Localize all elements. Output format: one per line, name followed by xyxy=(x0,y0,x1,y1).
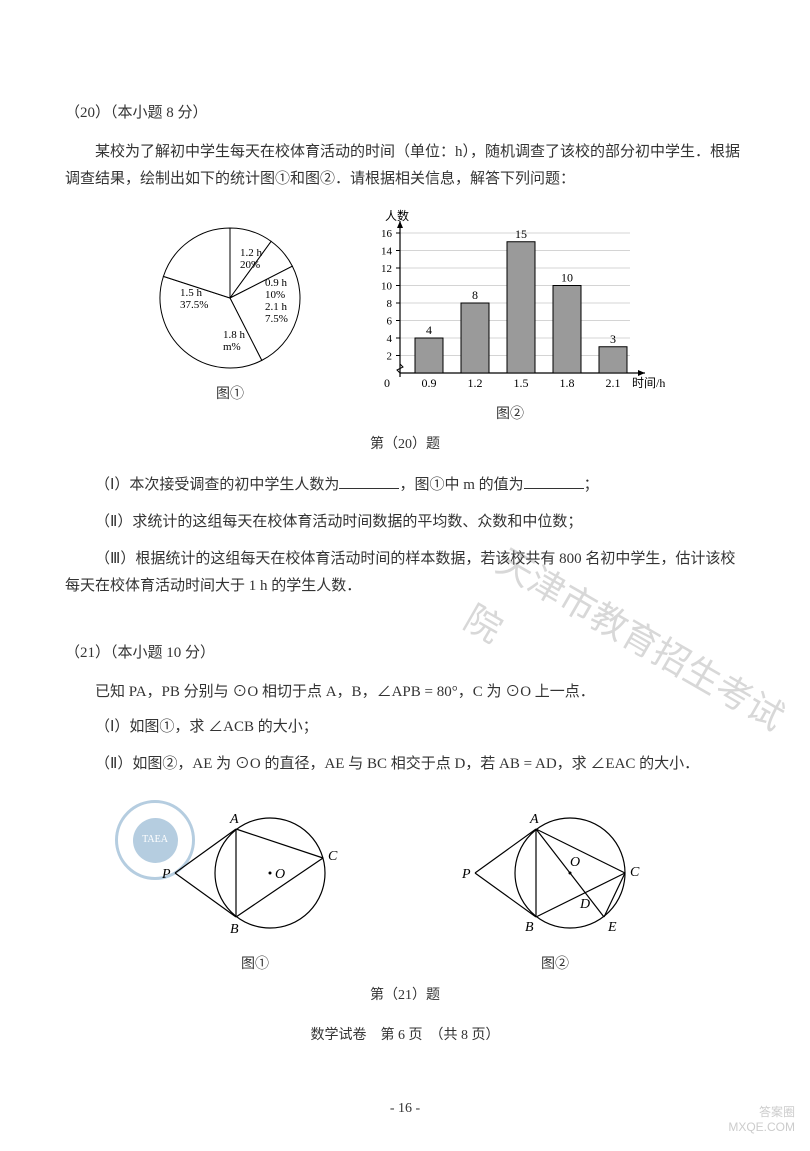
svg-text:m%: m% xyxy=(223,341,241,353)
page-content: （20）（本小题 8 分） 某校为了解初中学生每天在校体育活动的时间（单位：h）… xyxy=(0,0,810,1088)
q20-sub1b: ，图①中 m 的值为 xyxy=(399,477,523,493)
svg-text:D: D xyxy=(579,897,590,912)
svg-text:8: 8 xyxy=(472,288,478,302)
bar-chart-box: 人数 2 4 6 8 10 12 14 16 4 0.9 8 1.2 15 1.5 10 1.8 3 2.1 时间/h… xyxy=(355,208,665,427)
svg-text:4: 4 xyxy=(387,333,393,345)
svg-text:B: B xyxy=(230,922,239,937)
svg-text:12: 12 xyxy=(381,263,392,275)
q21-sub2: （Ⅱ）如图②，AE 为 ⊙O 的直径，AE 与 BC 相交于点 D，若 AB =… xyxy=(65,751,745,778)
charts-row: 1.2 h20% 0.9 h10%2.1 h7.5% 1.8 hm% 1.5 h37.… xyxy=(65,208,745,427)
svg-text:7.5%: 7.5% xyxy=(265,313,288,325)
svg-text:20%: 20% xyxy=(240,259,260,271)
svg-text:O: O xyxy=(275,867,285,882)
svg-text:4: 4 xyxy=(426,323,432,337)
svg-text:37.5%: 37.5% xyxy=(180,299,208,311)
svg-text:1.2 h: 1.2 h xyxy=(240,247,263,259)
figure2-box: A B C P O D E 图② xyxy=(450,798,660,977)
svg-text:0: 0 xyxy=(384,376,390,390)
q20-sub1: （Ⅰ）本次接受调查的初中学生人数为 ，图①中 m 的值为 ； xyxy=(65,472,745,499)
svg-text:14: 14 xyxy=(381,246,393,258)
svg-text:P: P xyxy=(161,867,171,882)
svg-text:1.8: 1.8 xyxy=(560,376,575,390)
q21-sub1: （Ⅰ）如图①，求 ∠ACB 的大小； xyxy=(65,714,745,741)
geometry-figure-1: A B C P O xyxy=(150,798,360,948)
svg-text:时间/h: 时间/h xyxy=(632,376,665,390)
page-footer: 数学试卷 第 6 页 （共 8 页） xyxy=(65,1023,745,1048)
svg-text:A: A xyxy=(529,812,539,827)
q20-sub1c: ； xyxy=(584,477,599,493)
blank-2 xyxy=(524,474,584,489)
svg-text:10: 10 xyxy=(381,281,393,293)
svg-text:O: O xyxy=(570,855,580,870)
svg-text:A: A xyxy=(229,812,239,827)
q20-sub2: （Ⅱ）求统计的这组每天在校体育活动时间数据的平均数、众数和中位数； xyxy=(65,509,745,536)
pie-chart-box: 1.2 h20% 0.9 h10%2.1 h7.5% 1.8 hm% 1.5 h37.… xyxy=(145,208,315,427)
q20-caption: 第（20）题 xyxy=(65,432,745,457)
svg-text:2.1: 2.1 xyxy=(606,376,621,390)
svg-text:0.9: 0.9 xyxy=(422,376,437,390)
pie-label: 图① xyxy=(216,382,244,407)
svg-text:1.8 h: 1.8 h xyxy=(223,329,246,341)
blank-1 xyxy=(339,474,399,489)
q20-sub3: （Ⅲ）根据统计的这组每天在校体育活动时间的样本数据，若该校共有 800 名初中学… xyxy=(65,546,745,600)
svg-text:2: 2 xyxy=(387,351,393,363)
svg-text:0.9 h: 0.9 h xyxy=(265,277,288,289)
q21-header: （21）（本小题 10 分） xyxy=(65,640,745,667)
figure1-box: A B C P O 图① xyxy=(150,798,360,977)
q21-caption: 第（21）题 xyxy=(65,983,745,1008)
svg-text:C: C xyxy=(630,865,640,880)
q20-sub1a: （Ⅰ）本次接受调查的初中学生人数为 xyxy=(95,477,339,493)
page-number: - 16 - xyxy=(0,1096,810,1121)
bottom-watermark: 答案圈 MXQE.COM xyxy=(728,1105,795,1136)
svg-text:E: E xyxy=(607,920,617,935)
svg-text:6: 6 xyxy=(387,316,393,328)
svg-text:10: 10 xyxy=(561,271,573,285)
svg-text:C: C xyxy=(328,849,338,864)
svg-text:3: 3 xyxy=(610,332,616,346)
svg-text:2.1 h: 2.1 h xyxy=(265,301,288,313)
bottom-wm-1: 答案圈 xyxy=(728,1105,795,1121)
svg-text:10%: 10% xyxy=(265,289,285,301)
q20-paragraph: 某校为了解初中学生每天在校体育活动的时间（单位：h），随机调查了该校的部分初中学… xyxy=(65,139,745,193)
svg-text:16: 16 xyxy=(381,228,393,240)
svg-text:B: B xyxy=(525,920,534,935)
svg-text:8: 8 xyxy=(387,298,393,310)
fig1-label: 图① xyxy=(241,952,269,977)
svg-text:1.2: 1.2 xyxy=(468,376,483,390)
bar-chart: 人数 2 4 6 8 10 12 14 16 4 0.9 8 1.2 15 1.5 10 1.8 3 2.1 时间/h… xyxy=(355,208,665,398)
svg-text:15: 15 xyxy=(515,227,527,241)
figures-row: A B C P O 图① A B C P xyxy=(65,798,745,977)
fig2-label: 图② xyxy=(541,952,569,977)
q20-header: （20）（本小题 8 分） xyxy=(65,100,745,127)
svg-text:人数: 人数 xyxy=(385,208,409,223)
geometry-figure-2: A B C P O D E xyxy=(450,798,660,948)
svg-text:1.5: 1.5 xyxy=(514,376,529,390)
pie-chart: 1.2 h20% 0.9 h10%2.1 h7.5% 1.8 hm% 1.5 h37.… xyxy=(145,208,315,378)
bar-label: 图② xyxy=(496,402,524,427)
svg-text:P: P xyxy=(461,867,471,882)
svg-text:1.5 h: 1.5 h xyxy=(180,287,203,299)
q21-paragraph: 已知 PA，PB 分别与 ⊙O 相切于点 A，B，∠APB = 80°，C 为 … xyxy=(65,679,745,706)
bottom-wm-2: MXQE.COM xyxy=(728,1120,795,1136)
